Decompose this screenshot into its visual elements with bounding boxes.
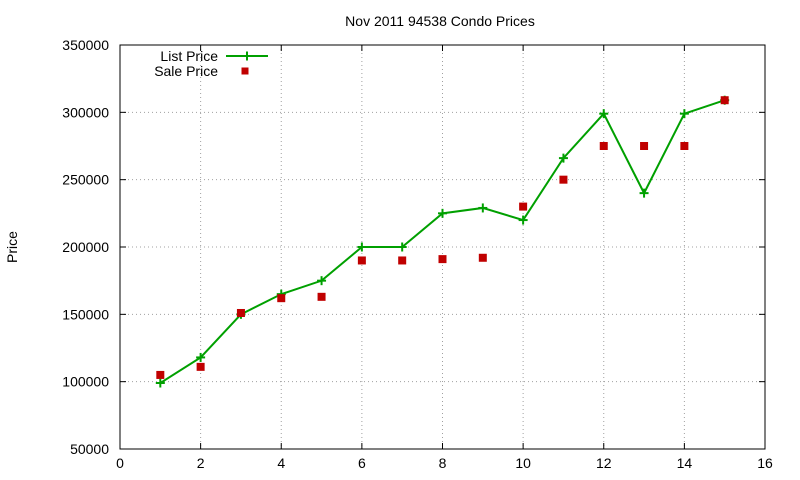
x-tick-label: 4 [277, 455, 285, 471]
legend: List Price Sale Price [154, 48, 268, 79]
sale-price-point [519, 202, 528, 211]
sale-price-point [398, 256, 407, 265]
sale-price-point [680, 142, 689, 150]
sale-price-point [438, 255, 447, 264]
list-price-point [438, 208, 447, 218]
list-price-point [317, 276, 327, 286]
sale-price-point [236, 308, 245, 317]
x-tick-label: 12 [596, 455, 612, 471]
axis-ticks: 0 2 4 6 8 10 12 14 16 50000 100000 150000 200000 2500… [62, 37, 773, 471]
series-layer [155, 95, 730, 388]
sale-price-point [357, 256, 366, 265]
list-price-point [679, 109, 689, 119]
list-price-point [155, 378, 165, 388]
x-tick-label: 6 [358, 455, 366, 471]
x-tick-label: 16 [757, 455, 773, 471]
list-price-point [639, 188, 649, 198]
x-tick-label: 14 [677, 455, 693, 471]
legend-marker-list-price [242, 51, 252, 61]
legend-label-sale-price: Sale Price [154, 63, 218, 79]
sale-price-point [277, 294, 286, 303]
y-tick-label: 150000 [62, 306, 109, 322]
y-tick-label: 50000 [70, 441, 109, 457]
sale-price-point [640, 142, 649, 150]
sale-price-point [156, 370, 165, 379]
legend-label-list-price: List Price [160, 48, 218, 64]
list-price-point [397, 242, 407, 252]
y-tick-label: 100000 [62, 374, 109, 390]
x-tick-label: 8 [439, 455, 447, 471]
list-price-point [558, 153, 568, 163]
sale-price-point [720, 96, 729, 105]
sale-price-point [559, 175, 568, 184]
list-price-point [357, 242, 367, 252]
y-axis-label: Price [4, 231, 20, 263]
list-price-point [518, 215, 528, 225]
plot-frame [119, 44, 766, 450]
sale-price-point [599, 142, 608, 150]
sale-price-point [478, 253, 487, 262]
x-tick-label: 10 [515, 455, 531, 471]
y-tick-label: 200000 [62, 239, 109, 255]
y-tick-label: 350000 [62, 37, 109, 53]
x-tick-label: 0 [116, 455, 124, 471]
y-tick-label: 300000 [62, 104, 109, 120]
legend-marker-sale-price [241, 67, 249, 75]
list-price-point [196, 352, 206, 362]
sale-price-point [317, 292, 326, 301]
list-price-point [478, 203, 488, 213]
list-price-point [599, 109, 609, 119]
legend-plus [242, 51, 252, 61]
sale-price-point [196, 362, 205, 371]
grid-lines [120, 45, 765, 449]
y-tick-label: 250000 [62, 172, 109, 188]
x-tick-label: 2 [197, 455, 205, 471]
chart-title: Nov 2011 94538 Condo Prices [345, 13, 535, 29]
